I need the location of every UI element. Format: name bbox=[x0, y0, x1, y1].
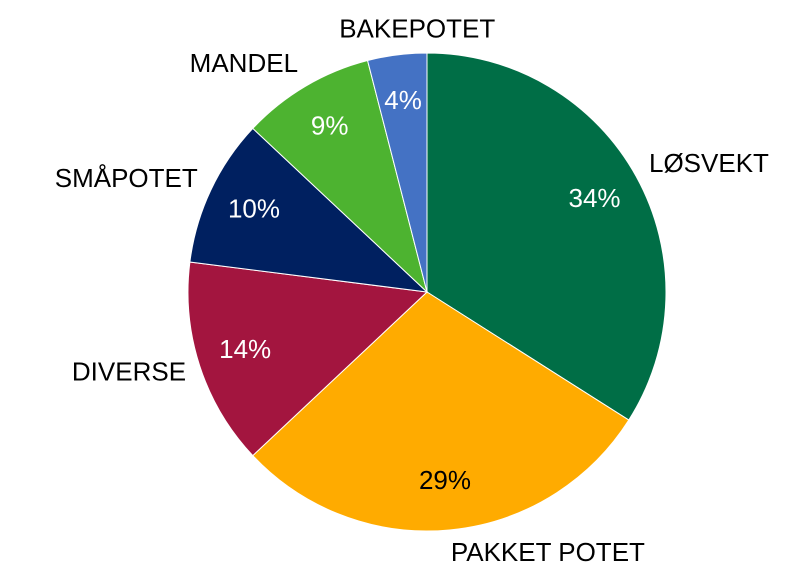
pie-slice bbox=[252, 291, 630, 532]
value-label: 9% bbox=[311, 110, 349, 140]
value-label: 10% bbox=[228, 193, 280, 223]
category-label: LØSVEKT bbox=[649, 148, 769, 178]
category-label: DIVERSE bbox=[72, 356, 186, 386]
value-label: 4% bbox=[384, 85, 422, 115]
value-label: 29% bbox=[419, 465, 471, 495]
category-label: PAKKET POTET bbox=[451, 537, 645, 567]
category-label: SMÅPOTET bbox=[55, 163, 198, 193]
pie-slice bbox=[252, 59, 428, 294]
pie-slice bbox=[189, 127, 429, 293]
value-label: 14% bbox=[219, 334, 271, 364]
value-label: 34% bbox=[569, 183, 621, 213]
pie-slice bbox=[426, 52, 667, 421]
category-label: MANDEL bbox=[190, 48, 298, 78]
pie-slice bbox=[187, 261, 429, 457]
pie-slice bbox=[366, 52, 428, 293]
category-label: BAKEPOTET bbox=[339, 14, 495, 44]
